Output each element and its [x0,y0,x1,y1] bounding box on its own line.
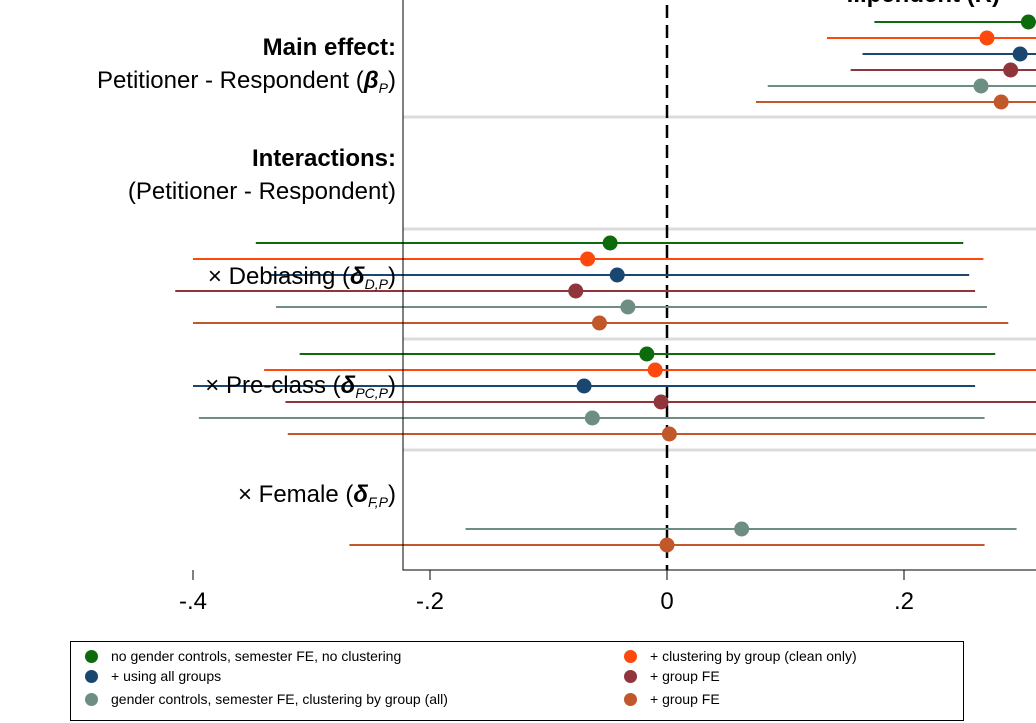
x-tick-label: 0 [660,588,673,615]
estimate-female [349,537,985,553]
point-estimate [653,394,669,410]
estimate-debiasing [193,251,984,267]
point-estimate [1012,46,1028,62]
estimate-preclass [193,378,976,394]
estimate-main [850,62,1036,78]
point-estimate [659,537,675,553]
estimate-marks [175,14,1036,553]
point-estimate [584,410,600,426]
point-estimate [609,267,625,283]
point-estimate [661,426,677,442]
legend-item: + using all groups [85,666,221,686]
point-estimate [591,315,607,331]
point-estimate [568,283,584,299]
legend-marker [624,649,637,663]
legend-marker [624,692,637,706]
estimate-preclass [198,410,985,426]
row-labels: Main effect: Petitioner - Respondent (βP)… [97,34,396,510]
estimate-debiasing [255,235,964,251]
estimate-debiasing [193,315,1009,331]
x-tick-label: .2 [894,588,914,615]
row-separators [403,115,1036,452]
estimate-preclass [285,394,1036,410]
row-label-interactions: (Petitioner - Respondent) [128,178,396,205]
estimate-preclass [264,362,1036,378]
x-axis: -.4-.20.2.4.6 [179,570,914,615]
chart-title: ...pendent (R) [847,0,1000,8]
point-estimate [973,78,989,94]
chart-title-text: ...pendent (R) [847,0,1000,8]
estimate-debiasing [270,267,970,283]
estimate-debiasing [275,299,987,315]
legend-label: + clustering by group (clean only) [650,648,857,664]
estimate-main [826,30,1036,46]
legend: no gender controls, semester FE, no clus… [70,641,964,721]
point-estimate [639,346,655,362]
estimate-main [755,94,1036,110]
row-label-debiasing: × Debiasing (δD,P) [208,263,396,292]
legend-item: + clustering by group (clean only) [624,646,857,666]
legend-item: gender controls, semester FE, clustering… [85,689,448,709]
row-label-interactions-bold: Interactions: [252,145,396,172]
row-label-main-bold: Main effect: [263,34,396,61]
legend-item: + group FE [624,666,720,686]
point-estimate [979,30,995,46]
point-estimate [734,521,750,537]
point-estimate [580,251,596,267]
estimate-main [862,46,1036,62]
estimate-female [465,521,1017,537]
legend-label: + group FE [650,668,720,684]
legend-item: + group FE [624,689,720,709]
legend-label: no gender controls, semester FE, no clus… [111,648,402,664]
legend-marker [85,649,98,663]
row-label-main: Petitioner - Respondent (βP) [97,67,396,96]
legend-marker [624,669,637,683]
point-estimate [993,94,1009,110]
point-estimate [1003,62,1019,78]
coefficient-plot: ...pendent (R) -.4-.20.2.4.6 Main effect… [97,0,1036,615]
estimate-main [767,78,1036,94]
estimate-preclass [287,426,1036,442]
legend-label: gender controls, semester FE, clustering… [111,691,448,707]
legend-label: + using all groups [111,668,222,684]
legend-label: + group FE [650,691,720,707]
legend-marker [85,692,98,706]
legend-marker [85,669,98,683]
point-estimate [620,299,636,315]
x-tick-label: -.2 [416,588,444,615]
row-label-preclass: × Pre-class (δPC,P) [205,372,396,401]
point-estimate [576,378,592,394]
estimate-debiasing [175,283,976,299]
point-estimate [647,362,663,378]
estimate-main [874,14,1036,30]
row-label-female: × Female (δF,P) [238,481,396,510]
x-tick-label: -.4 [179,588,207,615]
point-estimate [1020,14,1036,30]
point-estimate [602,235,618,251]
plot-frame [402,0,1036,571]
legend-item: no gender controls, semester FE, no clus… [85,646,401,666]
estimate-preclass [299,346,996,362]
